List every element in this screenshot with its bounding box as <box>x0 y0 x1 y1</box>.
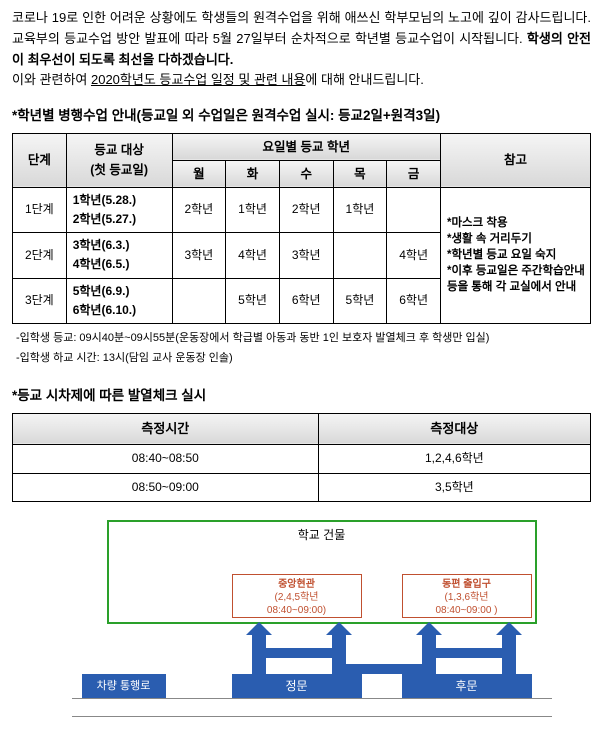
intro-line2c: 에 대해 안내드립니다. <box>305 72 423 87</box>
schedule-table: 단계 등교 대상 (첫 등교일) 요일별 등교 학년 참고 월 화 수 목 금 … <box>12 133 591 324</box>
table-row: 1단계 1학년(5.28.) 2학년(5.27.) 2학년 1학년 2학년 1학… <box>13 187 591 232</box>
baseline <box>72 698 552 699</box>
th-tue: 화 <box>226 160 280 187</box>
intro-line1: 코로나 19로 인한 어려운 상황에도 학생들의 원격수업을 위해 애쓰신 학부… <box>12 10 591 46</box>
front-gate: 정문 <box>232 674 362 698</box>
th-stage: 단계 <box>13 133 67 187</box>
east-entrance: 동편 출입구 (1,3,6학년 08:40~09:00 ) <box>402 574 532 618</box>
footnote-1: -입학생 등교: 09시40분~09시55분(운동장에서 학급별 아동과 동반 … <box>16 330 591 348</box>
notes-cell: *마스크 착용 *생활 속 거리두기 *학년별 등교 요일 숙지 *이후 등교일… <box>441 187 591 323</box>
school-diagram: 학교 건물 중앙현관 (2,4,5학년 08:40~09:00) 동편 출입구 … <box>22 512 582 722</box>
section2-title: *등교 시차제에 따른 발열체크 실시 <box>12 385 591 407</box>
table-row: 08:50~09:00 3,5학년 <box>13 473 591 501</box>
th-thu: 목 <box>333 160 387 187</box>
footnote-2: -입학생 하교 시간: 13시(담임 교사 운동장 인솔) <box>16 350 591 368</box>
fever-check-table: 측정시간 측정대상 08:40~08:50 1,2,4,6학년 08:50~09… <box>12 413 591 502</box>
car-path: 차량 통행로 <box>82 674 166 698</box>
building-label: 학교 건물 <box>107 526 537 545</box>
arrow-connector <box>266 648 336 658</box>
intro-text: 코로나 19로 인한 어려운 상황에도 학생들의 원격수업을 위해 애쓰신 학부… <box>12 8 591 91</box>
intro-underline: 2020학년도 등교수업 일정 및 관련 내용 <box>91 72 305 87</box>
th-fri: 금 <box>387 160 441 187</box>
arrow-connector <box>332 664 426 674</box>
th-target2: 측정대상 <box>318 413 590 445</box>
th-target: 등교 대상 (첫 등교일) <box>66 133 172 187</box>
th-wed: 수 <box>279 160 333 187</box>
baseline <box>72 716 552 717</box>
th-mon: 월 <box>172 160 226 187</box>
table-row: 08:40~08:50 1,2,4,6학년 <box>13 445 591 473</box>
arrow-connector <box>436 648 506 658</box>
arrow-icon <box>252 634 266 674</box>
th-time: 측정시간 <box>13 413 319 445</box>
th-weekday: 요일별 등교 학년 <box>172 133 440 160</box>
central-entrance: 중앙현관 (2,4,5학년 08:40~09:00) <box>232 574 362 618</box>
th-note: 참고 <box>441 133 591 187</box>
back-gate: 후문 <box>402 674 532 698</box>
intro-line2a: 이와 관련하여 <box>12 72 91 87</box>
section1-title: *학년별 병행수업 안내(등교일 외 수업일은 원격수업 실시: 등교2일+원격… <box>12 105 591 127</box>
